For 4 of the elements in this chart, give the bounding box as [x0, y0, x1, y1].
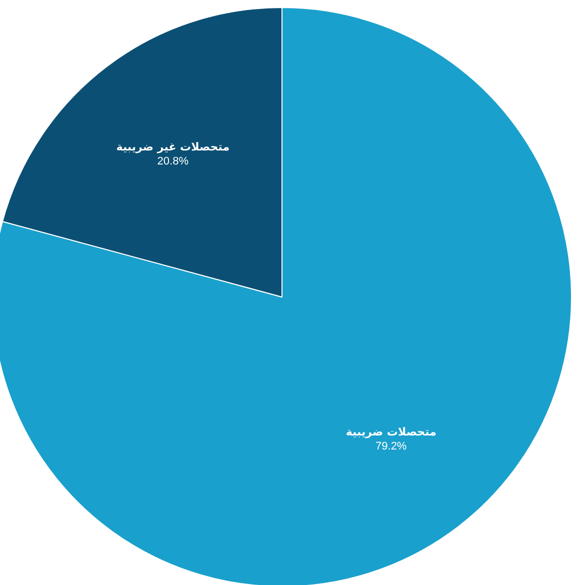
slice-label: متحصلات غير ضريبية — [116, 140, 230, 154]
data-label: 79.2% — [376, 440, 407, 453]
data-label: 20.8% — [157, 155, 189, 168]
slice-label: متحصلات ضريبية — [346, 426, 436, 439]
